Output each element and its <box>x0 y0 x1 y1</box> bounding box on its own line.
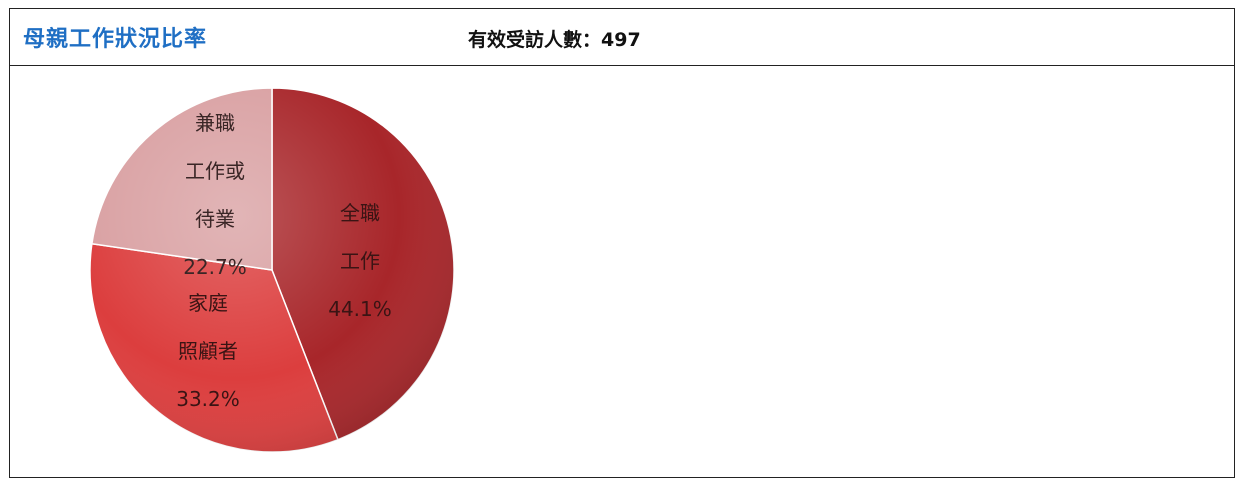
pie-slice-2-value: 22.7% <box>183 255 247 279</box>
pie-slice-1-label-line-1: 照顧者 <box>178 339 238 363</box>
pie-slice-2-label-line-2: 待業 <box>195 207 235 231</box>
pie-slice-0-label-line-0: 全職 <box>340 201 380 225</box>
pie-slice-0-value: 44.1% <box>328 297 392 321</box>
pie-slice-2-label-line-0: 兼職 <box>195 111 235 135</box>
pie-slice-2-label-line-1: 工作或 <box>185 159 245 183</box>
pie-slice-0-label-line-1: 工作 <box>340 249 380 273</box>
pie-slice-1-label-line-0: 家庭 <box>188 291 228 315</box>
pie-slice-1-value: 33.2% <box>176 387 240 411</box>
pie-slices <box>90 88 454 452</box>
